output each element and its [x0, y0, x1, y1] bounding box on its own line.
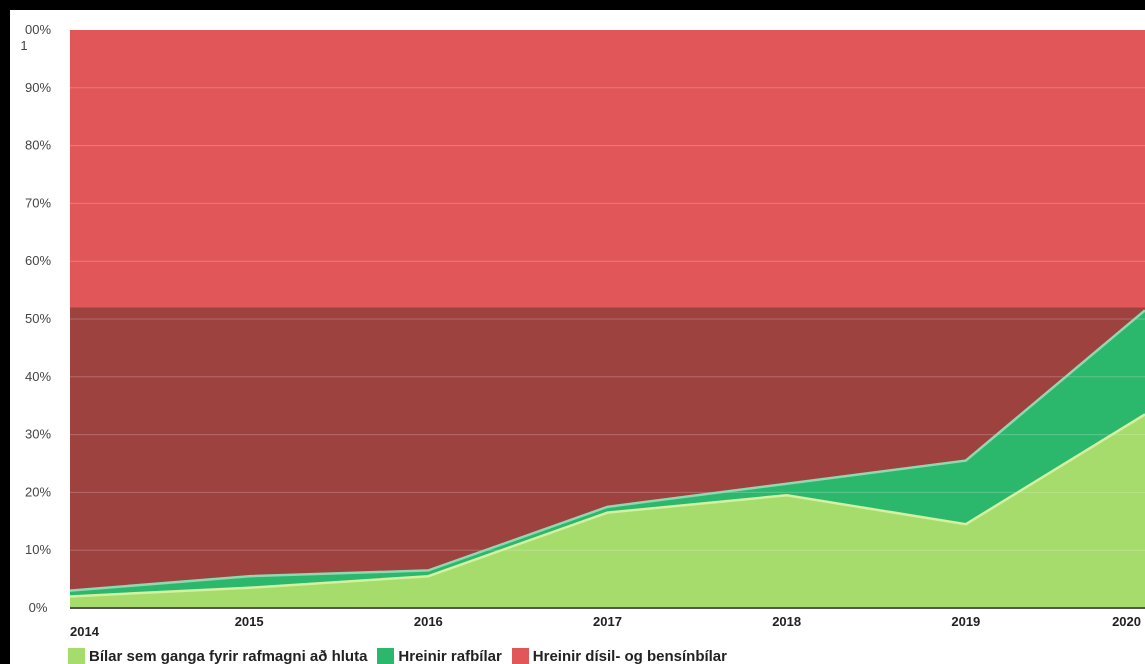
y-tick-label: 00% — [25, 22, 51, 37]
legend-item-3: Hreinir dísil- og bensínbílar — [511, 648, 727, 664]
legend-label: Bílar sem ganga fyrir rafmagni að hluta — [89, 648, 368, 664]
x-tick-label: 2017 — [593, 614, 622, 629]
x-tick-label: 2016 — [414, 614, 443, 629]
y-tick-label: 30% — [25, 427, 51, 442]
legend-item-1: Bílar sem ganga fyrir rafmagni að hluta — [68, 648, 367, 664]
area-series-1 — [70, 414, 1145, 608]
x-tick-label: 2019 — [951, 614, 980, 629]
series-edge-2 — [69, 309, 1145, 592]
legend-label: Hreinir dísil- og bensínbílar — [532, 648, 727, 664]
y-tick-label: 70% — [25, 195, 51, 210]
highlight-band — [70, 307, 1145, 591]
legend-swatch — [511, 648, 529, 664]
stacked-area-chart: 0% 10% 20% 30% 40% 50% 60% 70% 80% 90% 00%1 2014 201… — [20, 22, 1145, 639]
y-tick-label: 10% — [25, 542, 51, 557]
x-tick-label: 2018 — [772, 614, 801, 629]
y-tick-label: 90% — [25, 80, 51, 95]
y-tick-label: 20% — [25, 484, 51, 499]
legend-swatch — [68, 648, 85, 664]
y-tick-label: 50% — [25, 311, 51, 326]
y-tick-label-extra: 1 — [20, 38, 27, 53]
legend-label: Hreinir rafbílar — [398, 648, 502, 664]
chart-frame: 0% 10% 20% 30% 40% 50% 60% 70% 80% 90% 00% 1 2014 201… — [10, 10, 1145, 664]
x-tick-label: 2015 — [235, 614, 264, 629]
y-tick-label: 60% — [25, 253, 51, 268]
x-tick-label: 2014 — [70, 624, 100, 639]
series-edge-1 — [69, 413, 1145, 598]
x-tick-label: 2020 — [1112, 614, 1141, 629]
y-tick-label: 80% — [25, 138, 51, 153]
y-tick-label: 40% — [25, 369, 51, 384]
legend-swatch — [377, 648, 395, 664]
legend-item-2: Hreinir rafbílar — [377, 648, 502, 664]
y-tick-label: 0% — [29, 600, 48, 615]
legend: Bílar sem ganga fyrir rafmagni að hluta H… — [68, 648, 727, 664]
